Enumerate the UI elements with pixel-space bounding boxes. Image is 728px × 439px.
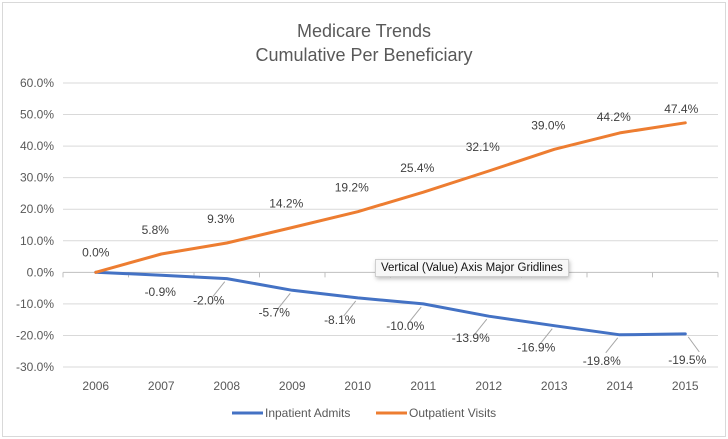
- legend-label: Inpatient Admits: [265, 406, 350, 420]
- data-label[interactable]: -13.9%: [452, 331, 490, 345]
- x-tick-label: 2010: [344, 379, 371, 393]
- y-tick-label: 10.0%: [20, 234, 54, 248]
- legend-label: Outpatient Visits: [409, 406, 496, 420]
- data-label[interactable]: 0.0%: [82, 245, 110, 259]
- line-chart[interactable]: Medicare Trends Cumulative Per Beneficia…: [3, 3, 725, 436]
- leader-line: [277, 293, 291, 309]
- y-tick-label: 50.0%: [20, 108, 54, 122]
- leader-line: [343, 300, 357, 317]
- data-label[interactable]: 19.2%: [335, 181, 369, 195]
- data-label[interactable]: -19.5%: [668, 353, 706, 367]
- x-tick-label: 2011: [410, 379, 436, 393]
- leader-line: [212, 281, 226, 297]
- x-tick-label: 2014: [606, 379, 633, 393]
- data-labels[interactable]: -0.9% -2.0% -5.7% -8.1% -10.0% -13.9% -16.9% -1…: [82, 102, 707, 368]
- leader-line: [408, 306, 422, 323]
- value-axis-major-gridlines[interactable]: [63, 82, 718, 368]
- leader-line: [539, 328, 553, 344]
- data-label[interactable]: 47.4%: [664, 102, 698, 116]
- data-label[interactable]: 25.4%: [400, 161, 434, 175]
- y-tick-label: 0.0%: [27, 265, 55, 279]
- data-label[interactable]: -2.0%: [193, 294, 225, 308]
- legend[interactable]: Inpatient Admits Outpatient Visits: [232, 406, 496, 420]
- x-tick-label: 2006: [82, 379, 109, 393]
- y-tick-label: -10.0%: [16, 297, 54, 311]
- data-label[interactable]: -0.9%: [145, 285, 177, 299]
- x-tick-label: 2015: [672, 379, 699, 393]
- chart-subtitle[interactable]: Cumulative Per Beneficiary: [255, 45, 472, 65]
- data-label[interactable]: 14.2%: [269, 197, 303, 211]
- series-line-outpatient-visits[interactable]: [94, 121, 687, 274]
- y-tick-label: 60.0%: [20, 76, 54, 90]
- data-label[interactable]: -10.0%: [386, 319, 424, 333]
- y-tick-label: -20.0%: [16, 328, 54, 342]
- data-label[interactable]: 9.3%: [207, 212, 235, 226]
- data-label[interactable]: 32.1%: [466, 140, 500, 154]
- series-line-inpatient-admits[interactable]: [94, 270, 687, 337]
- y-tick-label: 40.0%: [20, 139, 54, 153]
- legend-item-inpatient-admits[interactable]: Inpatient Admits: [232, 406, 350, 420]
- data-label[interactable]: 39.0%: [531, 118, 565, 132]
- legend-item-outpatient-visits[interactable]: Outpatient Visits: [376, 406, 496, 420]
- chart-title[interactable]: Medicare Trends: [297, 21, 431, 41]
- y-tick-label: -30.0%: [16, 360, 54, 374]
- y-tick-label: 20.0%: [20, 202, 54, 216]
- category-axis[interactable]: 2006 2007 2008 2009 2010 2011 2012 2013 2014 2015: [62, 271, 719, 393]
- leader-line: [474, 318, 488, 335]
- series-lines[interactable]: [94, 121, 687, 337]
- data-label[interactable]: -19.8%: [583, 354, 621, 368]
- leader-line: [605, 337, 619, 354]
- x-tick-label: 2013: [541, 379, 568, 393]
- x-tick-label: 2008: [213, 379, 240, 393]
- data-label[interactable]: -5.7%: [259, 305, 291, 319]
- leader-line: [687, 336, 700, 353]
- value-axis[interactable]: 60.0% 50.0% 40.0% 30.0% 20.0% 10.0% 0.0% -10.0%…: [16, 76, 54, 374]
- y-tick-label: 30.0%: [20, 171, 54, 185]
- data-label-leader-lines: [212, 281, 700, 354]
- data-label[interactable]: -16.9%: [517, 341, 555, 355]
- tooltip: Vertical (Value) Axis Major Gridlines: [375, 259, 569, 277]
- x-tick-label: 2012: [475, 379, 502, 393]
- x-tick-label: 2009: [279, 379, 306, 393]
- data-label[interactable]: 5.8%: [142, 223, 170, 237]
- data-label[interactable]: -8.1%: [324, 313, 356, 327]
- data-label[interactable]: 44.2%: [597, 110, 631, 124]
- x-tick-label: 2007: [148, 379, 175, 393]
